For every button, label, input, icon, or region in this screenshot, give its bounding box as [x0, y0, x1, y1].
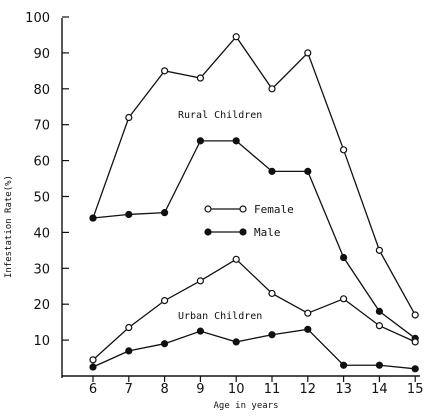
urban-female-point-age-10 — [232, 255, 240, 263]
rural-male-point-age-7 — [125, 210, 133, 219]
x-tick-label-8: 8 — [160, 382, 168, 397]
urban-female-line — [92, 258, 416, 361]
urban-male-point-age-9 — [196, 327, 204, 335]
rural-male-point-age-9 — [196, 137, 204, 145]
rural-male-point-age-11 — [268, 167, 276, 175]
urban-female-point-age-14 — [375, 322, 383, 330]
x-tick-label-6: 6 — [89, 382, 97, 397]
urban-female-point-age-7 — [125, 323, 133, 332]
x-tick-label-9: 9 — [196, 382, 204, 397]
urban-male-point-age-12 — [304, 325, 312, 333]
legend-female-marker-start — [204, 205, 212, 213]
y-tick-label-30: 30 — [33, 262, 50, 277]
urban-group-label: Urban Children — [178, 311, 262, 322]
rural-male-point-age-8 — [161, 209, 169, 217]
urban-female-point-age-8 — [161, 297, 169, 305]
x-tick-label-10: 10 — [228, 382, 245, 397]
axes — [61, 18, 420, 378]
y-tick-label-100: 100 — [25, 11, 50, 26]
rural-female-point-age-9 — [196, 74, 204, 82]
x-tick-label-13: 13 — [335, 382, 352, 397]
urban-male-point-age-11 — [268, 331, 276, 339]
y-tick-label-90: 90 — [33, 47, 50, 62]
rural-female-line — [92, 35, 416, 316]
rural-female-point-age-11 — [268, 85, 276, 93]
rural-female-point-age-15 — [411, 311, 419, 319]
rural-male-point-age-10 — [232, 137, 240, 145]
urban-male-point-age-15 — [411, 365, 419, 373]
rural-male-point-age-14 — [375, 307, 383, 315]
y-tick-label-80: 80 — [33, 83, 50, 98]
y-tick-label-50: 50 — [33, 191, 50, 206]
series-layer — [89, 33, 419, 373]
x-ticks: 6 7 8 9 10 11 12 13 14 15 — [89, 376, 424, 397]
urban-female-point-age-6 — [89, 356, 97, 364]
rural-female-point-age-8 — [161, 67, 169, 75]
y-tick-label-40: 40 — [33, 226, 50, 241]
urban-female-point-age-9 — [196, 277, 204, 285]
x-tick-label-11: 11 — [264, 382, 281, 397]
y-tick-label-70: 70 — [33, 119, 50, 134]
urban-male-point-age-6 — [89, 363, 97, 371]
x-axis-label: Age in years — [213, 401, 278, 411]
legend-male-label: Male — [254, 226, 281, 239]
urban-male-point-age-10 — [232, 338, 240, 346]
y-tick-label-60: 60 — [33, 155, 50, 170]
legend-male-marker-start — [204, 228, 212, 236]
rural-male-point-age-13 — [340, 253, 348, 262]
urban-male-line — [92, 328, 416, 370]
rural-female-point-age-7 — [125, 113, 133, 122]
legend-female-label: Female — [254, 203, 294, 216]
y-tick-label-20: 20 — [33, 298, 50, 313]
legend: Female Male — [204, 203, 294, 239]
x-tick-label-14: 14 — [371, 382, 388, 397]
x-tick-label-12: 12 — [300, 382, 317, 397]
y-axis-label: Infestation Rate(%) — [4, 175, 14, 278]
y-ticks: 10 20 30 40 50 60 70 80 90 100 — [25, 11, 69, 349]
urban-male-point-age-13 — [340, 361, 348, 369]
rural-female-point-age-13 — [340, 146, 348, 154]
y-tick-label-10: 10 — [33, 334, 50, 349]
urban-male-point-age-8 — [161, 340, 169, 348]
rural-group-label: Rural Children — [178, 110, 262, 121]
urban-male-point-age-7 — [125, 347, 133, 355]
legend-male-marker-end — [239, 228, 247, 236]
legend-female-marker-end — [239, 205, 247, 213]
urban-female-point-age-12 — [304, 309, 312, 317]
rural-female-point-age-12 — [304, 49, 312, 57]
x-tick-label-15: 15 — [407, 382, 424, 397]
rural-female-point-age-14 — [375, 246, 383, 254]
rural-male-point-age-12 — [304, 167, 312, 175]
urban-female-point-age-15 — [411, 338, 419, 346]
rural-male-point-age-6 — [89, 214, 97, 222]
urban-female-point-age-11 — [268, 289, 276, 298]
urban-male-point-age-14 — [375, 361, 383, 369]
urban-female-point-age-13 — [340, 295, 348, 303]
x-tick-label-7: 7 — [125, 382, 133, 397]
rural-male-line — [92, 140, 416, 339]
rural-female-point-age-10 — [232, 33, 240, 41]
